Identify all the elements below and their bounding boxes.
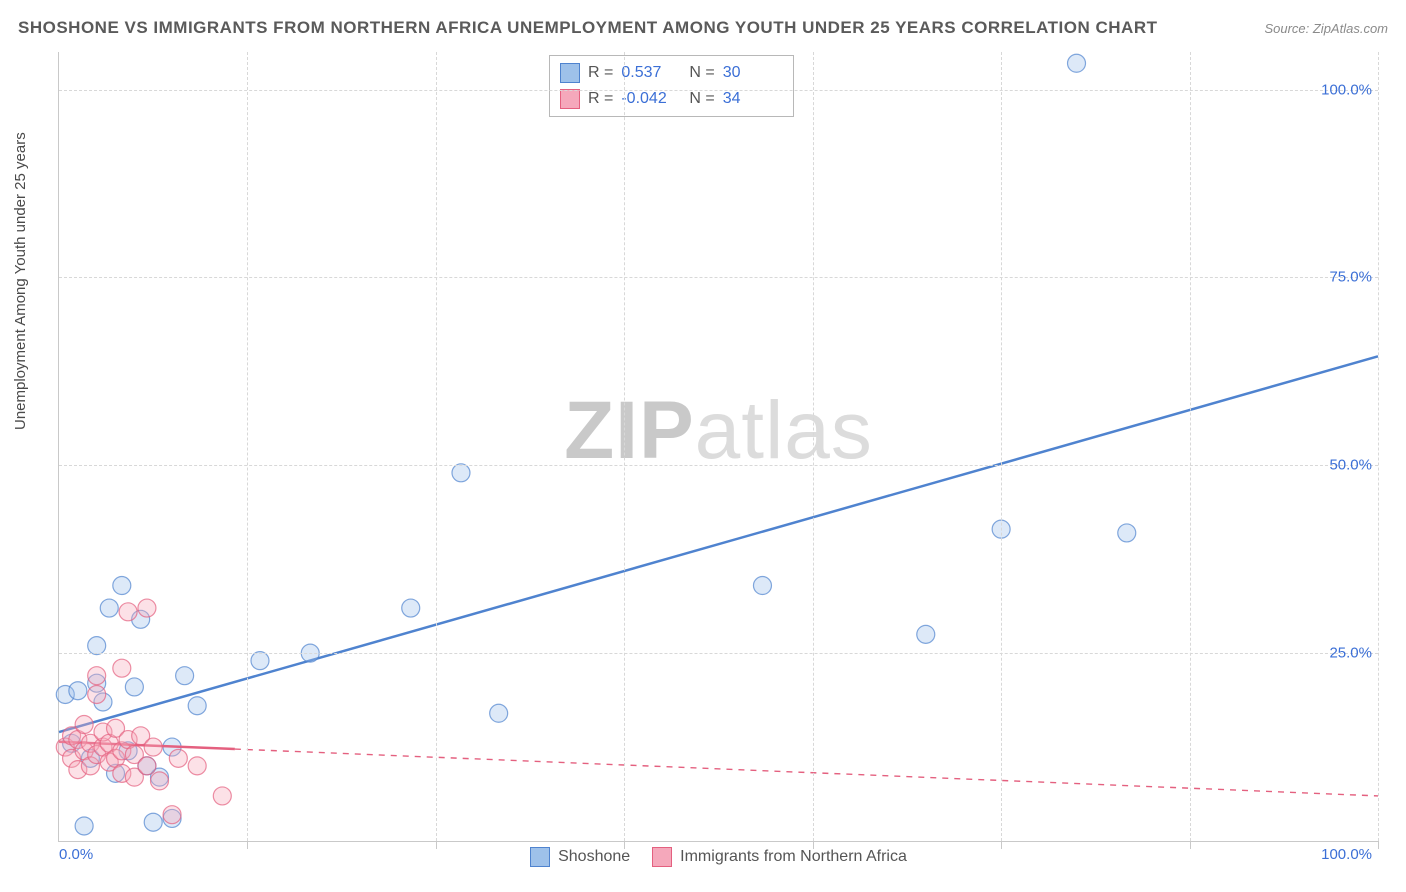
r-label: R = <box>588 60 613 86</box>
y-tick: 25.0% <box>1329 645 1372 662</box>
stats-legend: R = 0.537 N = 30 R = -0.042 N = 34 <box>549 55 794 117</box>
scatter-svg <box>59 52 1378 841</box>
r-value-1: 0.537 <box>621 60 681 86</box>
chart-title: SHOSHONE VS IMMIGRANTS FROM NORTHERN AFR… <box>18 18 1157 38</box>
source-label: Source: ZipAtlas.com <box>1264 21 1388 36</box>
legend-label-1: Shoshone <box>558 848 630 866</box>
legend-item-immigrants: Immigrants from Northern Africa <box>652 847 907 867</box>
stats-row-1: R = 0.537 N = 30 <box>560 60 783 86</box>
n-value-1: 30 <box>723 60 783 86</box>
swatch-immigrants-icon <box>652 847 672 867</box>
y-tick: 75.0% <box>1329 269 1372 286</box>
plot-area: ZIPatlas R = 0.537 N = 30 R = -0.042 N =… <box>58 52 1378 842</box>
legend-label-2: Immigrants from Northern Africa <box>680 848 907 866</box>
y-axis-label: Unemployment Among Youth under 25 years <box>12 132 29 430</box>
swatch-shoshone <box>560 63 580 83</box>
bottom-legend: Shoshone Immigrants from Northern Africa <box>59 847 1378 867</box>
swatch-shoshone-icon <box>530 847 550 867</box>
legend-item-shoshone: Shoshone <box>530 847 630 867</box>
n-label: N = <box>689 60 714 86</box>
y-tick: 100.0% <box>1321 81 1372 98</box>
swatch-immigrants <box>560 89 580 109</box>
y-tick: 50.0% <box>1329 457 1372 474</box>
